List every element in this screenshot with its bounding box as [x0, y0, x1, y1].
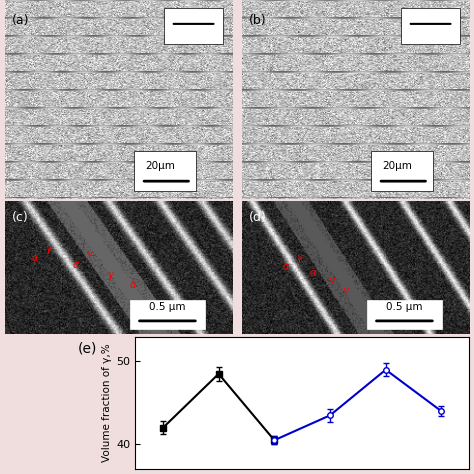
FancyBboxPatch shape — [135, 151, 196, 191]
Text: γ: γ — [342, 286, 347, 296]
Text: γ: γ — [296, 253, 302, 263]
Text: (d): (d) — [248, 211, 266, 224]
Y-axis label: Volume fraction of γ,%: Volume fraction of γ,% — [102, 344, 112, 462]
FancyBboxPatch shape — [372, 151, 433, 191]
Text: (e): (e) — [78, 341, 98, 356]
Text: γ: γ — [107, 271, 113, 281]
Text: α: α — [73, 260, 79, 270]
Text: 20μm: 20μm — [146, 161, 175, 171]
Text: 20μm: 20μm — [383, 161, 412, 171]
FancyBboxPatch shape — [401, 8, 460, 44]
Text: γ: γ — [328, 276, 334, 286]
Text: (c): (c) — [11, 211, 28, 224]
Text: α: α — [310, 268, 316, 278]
FancyBboxPatch shape — [367, 300, 442, 329]
FancyBboxPatch shape — [130, 300, 205, 329]
Text: α: α — [130, 280, 136, 290]
Text: α: α — [32, 253, 38, 263]
Text: (b): (b) — [248, 14, 266, 27]
Text: α: α — [283, 263, 289, 273]
Text: 0.5 μm: 0.5 μm — [386, 302, 423, 312]
Text: (a): (a) — [11, 14, 29, 27]
Text: γ: γ — [87, 249, 92, 259]
Text: 0.5 μm: 0.5 μm — [149, 302, 186, 312]
Text: 20μm: 20μm — [146, 161, 175, 171]
FancyBboxPatch shape — [164, 8, 223, 44]
Text: γ: γ — [46, 244, 52, 254]
